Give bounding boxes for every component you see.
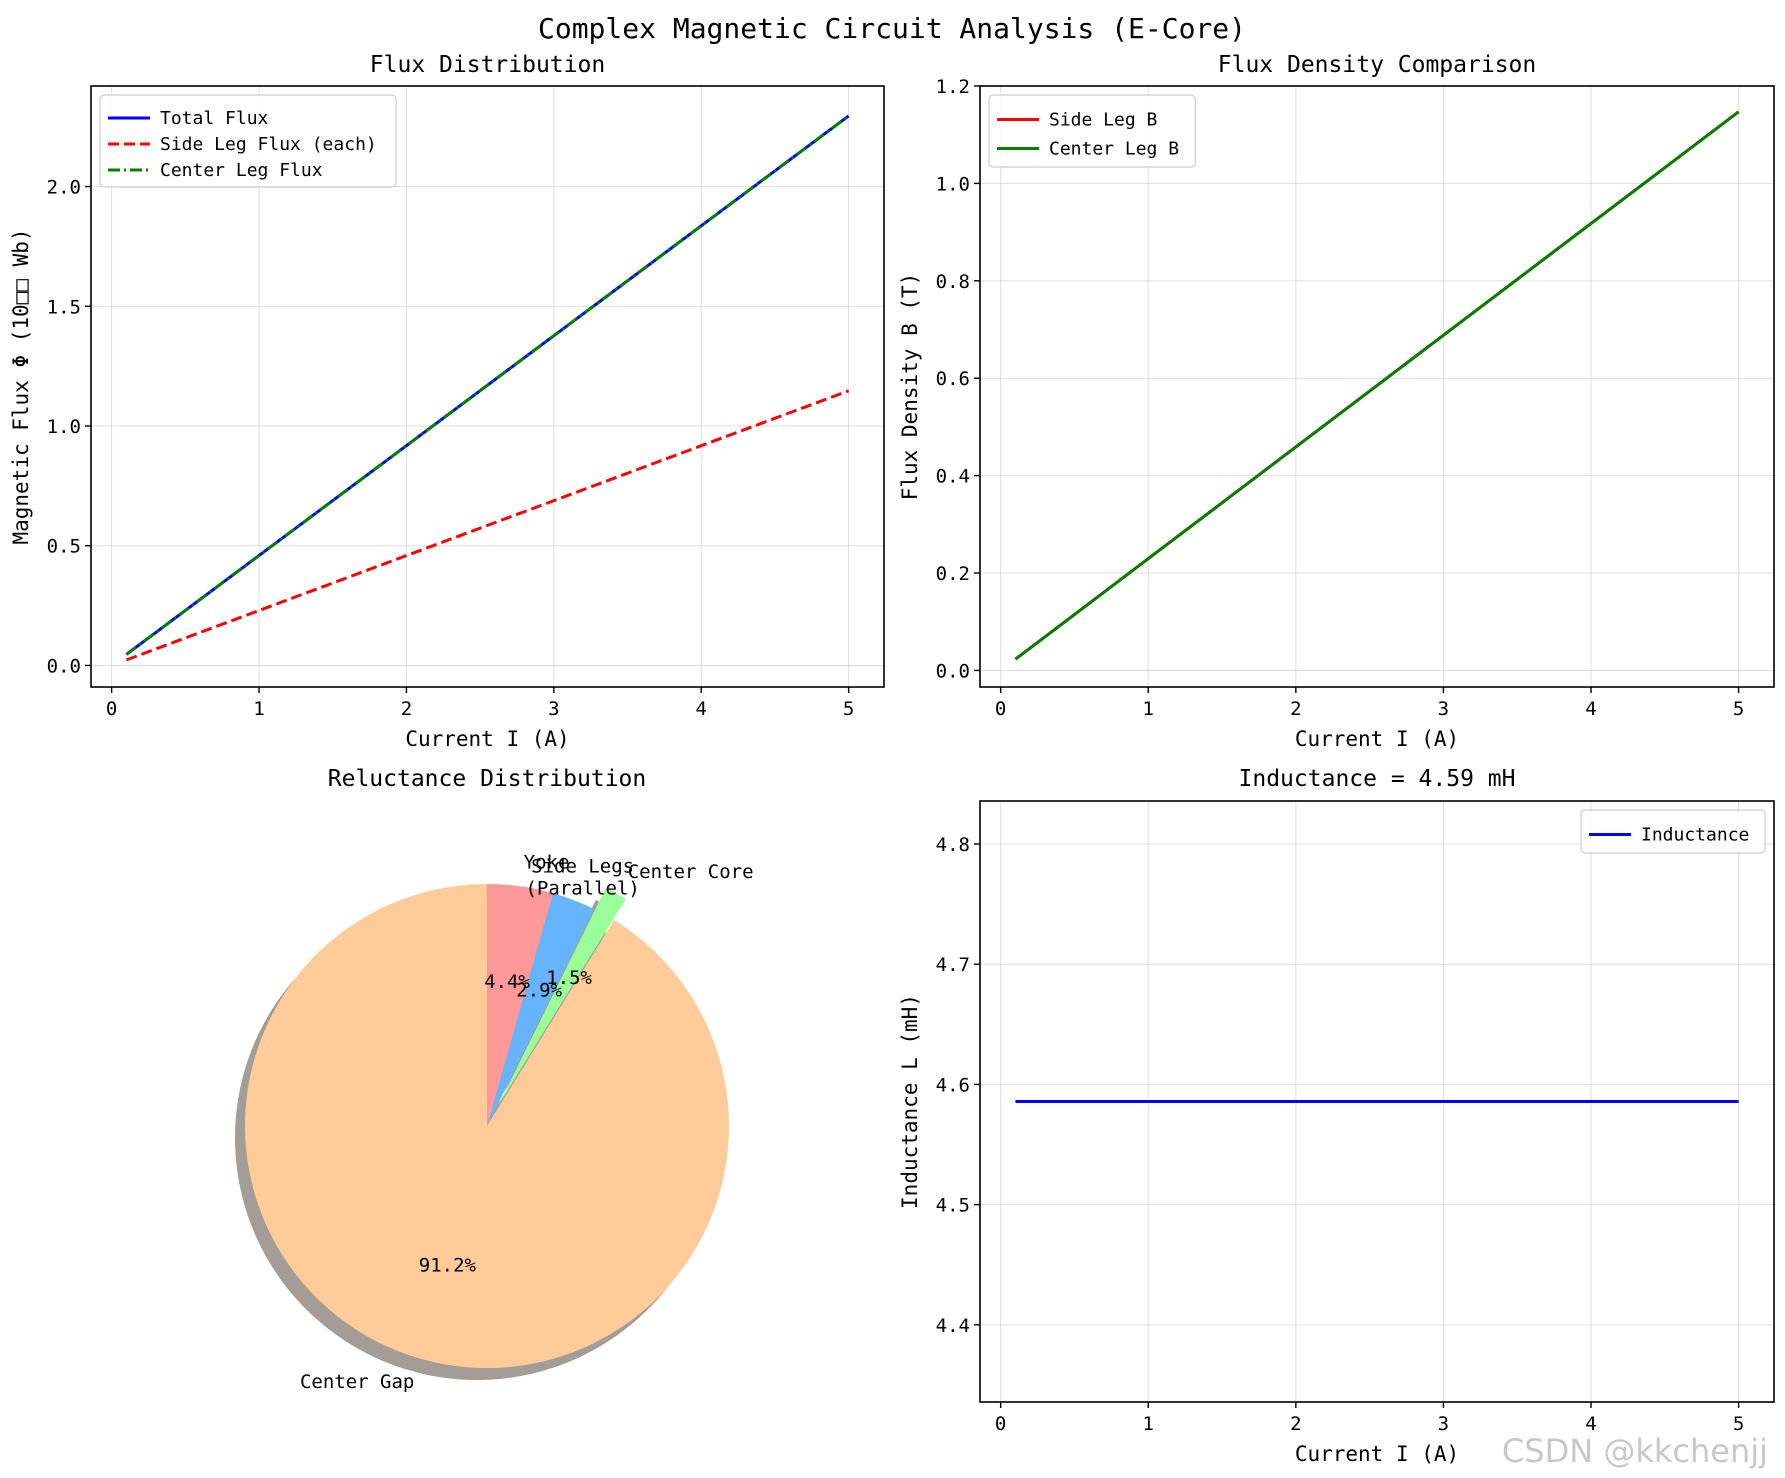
y-tick-label: 0.5 <box>47 536 81 558</box>
y-axis-label: Flux Density B (T) <box>898 273 922 501</box>
y-tick-label: 4.4 <box>936 1315 970 1337</box>
x-tick-label: 1 <box>1143 698 1154 720</box>
x-axis-label: Current I (A) <box>1295 727 1459 751</box>
chart-reluctance: Reluctance Distribution Center Gap 91.2% Ce… <box>235 766 754 1393</box>
x-tick-label: 5 <box>843 698 854 720</box>
legend-label: Side Leg Flux (each) <box>160 134 377 155</box>
legend-label: Total Flux <box>160 108 269 129</box>
x-tick-label: 3 <box>548 698 559 720</box>
y-tick-label: 4.7 <box>936 954 970 976</box>
x-tick-label: 5 <box>1733 1413 1744 1435</box>
legend: Total Flux Side Leg Flux (each) Center Leg… <box>99 94 397 188</box>
plot-frame <box>90 85 885 688</box>
y-tick-label: 0.8 <box>936 271 970 293</box>
chart-title: Reluctance Distribution <box>328 766 647 792</box>
x-tick-label: 3 <box>1438 1413 1449 1435</box>
pie-slice-center-core <box>498 887 626 1105</box>
chart-title: Flux Distribution <box>370 52 605 78</box>
pie-label: Center Gap <box>300 1371 414 1393</box>
series-line-side-leg-flux-each- <box>125 389 850 662</box>
series-line-center-leg-b <box>1014 110 1740 661</box>
pie-label: (Parallel) <box>525 878 639 900</box>
legend-label: Inductance <box>1641 825 1749 846</box>
x-axis-label: Current I (A) <box>1295 1442 1459 1466</box>
y-tick-label: 4.8 <box>936 834 970 856</box>
plot-frame <box>979 85 1775 688</box>
chart-inductance: 0 1 2 3 4 5 4.4 4.5 4.6 4.7 4.8 Inductance = 4.59 m… <box>898 766 1775 1466</box>
y-tick-label: 2.0 <box>47 177 81 199</box>
pie-pct-label: 4.4% <box>484 971 530 993</box>
watermark: CSDN @kkchenjj <box>1502 1432 1768 1470</box>
y-tick-label: 0.0 <box>936 660 970 682</box>
legend: Inductance <box>1580 809 1766 854</box>
legend-label: Center Leg B <box>1049 139 1179 160</box>
x-tick-label: 4 <box>1585 1413 1596 1435</box>
chart-flux: 0 1 2 3 4 5 0.0 0.5 1.0 1.5 2.0 Flux Distribution Cu… <box>9 52 885 751</box>
x-tick-label: 1 <box>253 698 264 720</box>
pie-pct-label: 91.2% <box>419 1255 477 1277</box>
legend-label: Center Leg Flux <box>160 160 323 181</box>
x-axis-label: Current I (A) <box>405 727 569 751</box>
chart-density: 0 1 2 3 4 5 0.0 0.2 0.4 0.6 0.8 1.0 1.2 Flux Density … <box>898 52 1775 751</box>
legend: Side Leg B Center Leg B <box>988 94 1196 168</box>
y-tick-label: 0.4 <box>936 466 970 488</box>
panels: 0 1 2 3 4 5 0.0 0.5 1.0 1.5 2.0 Flux Distribution Cu… <box>9 52 1775 1466</box>
y-tick-label: 1.5 <box>47 296 81 318</box>
y-axis-label: Inductance L (mH) <box>898 994 922 1209</box>
pie-slice-yoke <box>487 883 554 1126</box>
y-tick-label: 0.2 <box>936 563 970 585</box>
x-tick-label: 2 <box>1290 698 1301 720</box>
y-tick-label: 4.5 <box>936 1195 970 1217</box>
y-tick-label: 1.2 <box>936 76 970 98</box>
y-tick-label: 0.6 <box>936 368 970 390</box>
legend-frame <box>99 94 397 188</box>
x-tick-label: 1 <box>1143 1413 1154 1435</box>
y-axis-label: Magnetic Flux Φ (10□□ Wb) <box>9 228 33 544</box>
pie-label: Center Core <box>628 861 754 883</box>
x-tick-label: 3 <box>1438 698 1449 720</box>
pie-label: Side Legs <box>531 856 634 878</box>
figure-title: Complex Magnetic Circuit Analysis (E-Cor… <box>538 12 1246 45</box>
legend-label: Side Leg B <box>1049 110 1157 131</box>
legend-frame <box>1580 809 1766 854</box>
pie-label: Yoke <box>524 851 570 873</box>
legend-frame <box>988 94 1196 168</box>
x-tick-label: 4 <box>1585 698 1596 720</box>
plot-frame <box>979 800 1775 1403</box>
y-tick-label: 0.0 <box>47 655 81 677</box>
pie-slice-side-legs <box>487 893 595 1126</box>
x-tick-label: 4 <box>696 698 707 720</box>
x-tick-label: 2 <box>1290 1413 1301 1435</box>
chart-title: Inductance = 4.59 mH <box>1239 766 1516 792</box>
y-tick-label: 1.0 <box>936 173 970 195</box>
pie-pct-label: 1.5% <box>546 967 592 989</box>
x-tick-label: 2 <box>401 698 412 720</box>
y-tick-label: 4.6 <box>936 1074 970 1096</box>
x-tick-label: 0 <box>106 698 117 720</box>
x-tick-label: 0 <box>995 1413 1006 1435</box>
series-line-center-leg-flux <box>125 114 850 656</box>
x-tick-label: 5 <box>1733 698 1744 720</box>
y-tick-label: 1.0 <box>47 416 81 438</box>
chart-title: Flux Density Comparison <box>1218 52 1537 78</box>
x-tick-label: 0 <box>995 698 1006 720</box>
pie-pct-label: 2.9% <box>516 979 562 1001</box>
